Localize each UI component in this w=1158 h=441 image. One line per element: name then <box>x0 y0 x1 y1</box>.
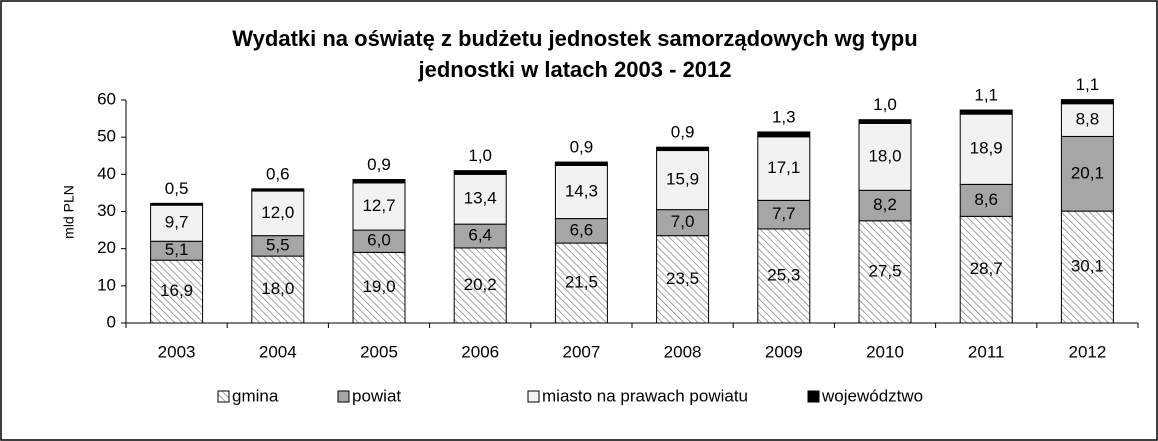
data-label: 15,9 <box>666 170 699 189</box>
legend-label: gmina <box>232 386 279 405</box>
x-tick-label: 2005 <box>360 342 398 361</box>
data-label: 1,1 <box>1076 75 1100 94</box>
y-tick-label: 10 <box>97 275 116 294</box>
data-label: 6,4 <box>468 226 492 245</box>
x-tick-label: 2011 <box>968 342 1005 361</box>
data-label: 0,9 <box>671 123 695 142</box>
bar-segment <box>656 150 710 211</box>
legend-label: miasto na prawach powiatu <box>542 386 748 405</box>
bar-segment <box>959 113 1013 185</box>
bar-segment <box>150 204 204 242</box>
data-label: 18,0 <box>261 279 294 298</box>
data-label: 5,1 <box>165 240 189 259</box>
bar-segment <box>1060 99 1114 105</box>
data-label: 8,8 <box>1076 110 1100 129</box>
data-label: 21,5 <box>565 273 598 292</box>
bar-segment <box>352 251 406 324</box>
legend-swatch <box>337 390 350 403</box>
data-label: 0,5 <box>165 179 189 198</box>
legend-swatch <box>527 390 540 403</box>
data-label: 9,7 <box>165 213 189 232</box>
y-axis-label: mld PLN <box>61 185 77 239</box>
bar-segment <box>150 259 204 324</box>
bar-segment <box>858 220 912 324</box>
data-label: 0,9 <box>570 138 594 157</box>
data-label: 1,1 <box>974 86 998 105</box>
bar-segment <box>757 228 811 324</box>
bar-segment <box>959 215 1013 324</box>
bar-segment <box>757 131 811 138</box>
data-label: 1,0 <box>873 95 897 114</box>
x-tick-label: 2008 <box>664 342 702 361</box>
data-label: 14,3 <box>565 181 598 200</box>
bar-segment <box>959 183 1013 217</box>
data-label: 6,0 <box>367 231 391 250</box>
data-label: 7,0 <box>671 212 695 231</box>
legend-label: powiat <box>352 386 401 405</box>
data-label: 18,9 <box>970 139 1003 158</box>
data-label: 8,6 <box>974 190 998 209</box>
y-tick-label: 0 <box>107 312 116 331</box>
data-label: 27,5 <box>868 261 901 280</box>
y-tick-label: 20 <box>97 238 116 257</box>
data-label: 17,1 <box>767 158 800 177</box>
data-label: 18,0 <box>868 146 901 165</box>
y-tick-label: 30 <box>97 201 116 220</box>
data-label: 7,7 <box>772 204 796 223</box>
x-tick-label: 2003 <box>158 342 196 361</box>
bar-segment <box>656 146 710 152</box>
data-label: 20,1 <box>1071 163 1104 182</box>
legend-swatch <box>217 390 230 403</box>
bar-segment <box>1060 135 1114 212</box>
y-tick-label: 40 <box>97 164 116 183</box>
data-label: 1,3 <box>772 107 796 126</box>
bar-segment <box>1060 210 1114 324</box>
bar-segment <box>251 255 305 324</box>
y-tick-label: 60 <box>97 89 116 108</box>
data-label: 20,2 <box>464 275 497 294</box>
chart-title: jednostki w latach 2003 - 2012 <box>417 57 731 82</box>
data-label: 0,6 <box>266 164 290 183</box>
data-label: 5,5 <box>266 235 290 254</box>
y-tick-label: 50 <box>97 127 116 146</box>
bar-segment <box>453 170 507 175</box>
x-tick-label: 2004 <box>259 342 297 361</box>
bar-segment <box>150 202 204 206</box>
x-tick-label: 2007 <box>562 342 600 361</box>
bar-segment <box>453 247 507 324</box>
data-label: 13,4 <box>464 189 497 208</box>
bar-segment <box>757 199 811 230</box>
x-tick-label: 2009 <box>765 342 803 361</box>
legend-swatch <box>807 390 820 403</box>
data-label: 16,9 <box>160 281 193 300</box>
data-label: 12,7 <box>362 196 395 215</box>
bar-segment <box>959 109 1013 115</box>
x-tick-label: 2012 <box>1068 342 1106 361</box>
legend-label: województwo <box>821 386 923 405</box>
data-label: 19,0 <box>362 277 395 296</box>
bar-segment <box>656 235 710 324</box>
bar-segment <box>554 161 608 166</box>
bar-segment <box>251 188 305 192</box>
bar-segment <box>352 182 406 231</box>
bar-segment <box>352 179 406 184</box>
bar-segment <box>251 190 305 237</box>
data-label: 8,2 <box>873 195 897 214</box>
data-label: 25,3 <box>767 265 800 284</box>
data-label: 0,9 <box>367 155 391 174</box>
x-tick-label: 2010 <box>866 342 904 361</box>
chart-title: Wydatki na oświatę z budżetu jednostek s… <box>232 26 917 51</box>
data-label: 23,5 <box>666 269 699 288</box>
bar-segment <box>858 119 912 124</box>
data-label: 30,1 <box>1071 257 1104 276</box>
bar-segment <box>453 173 507 225</box>
data-label: 28,7 <box>970 259 1003 278</box>
bar-segment <box>858 189 912 222</box>
bar-segment <box>554 242 608 324</box>
data-label: 6,6 <box>570 220 594 239</box>
data-label: 1,0 <box>468 146 492 165</box>
x-tick-label: 2006 <box>461 342 499 361</box>
data-label: 12,0 <box>261 203 294 222</box>
